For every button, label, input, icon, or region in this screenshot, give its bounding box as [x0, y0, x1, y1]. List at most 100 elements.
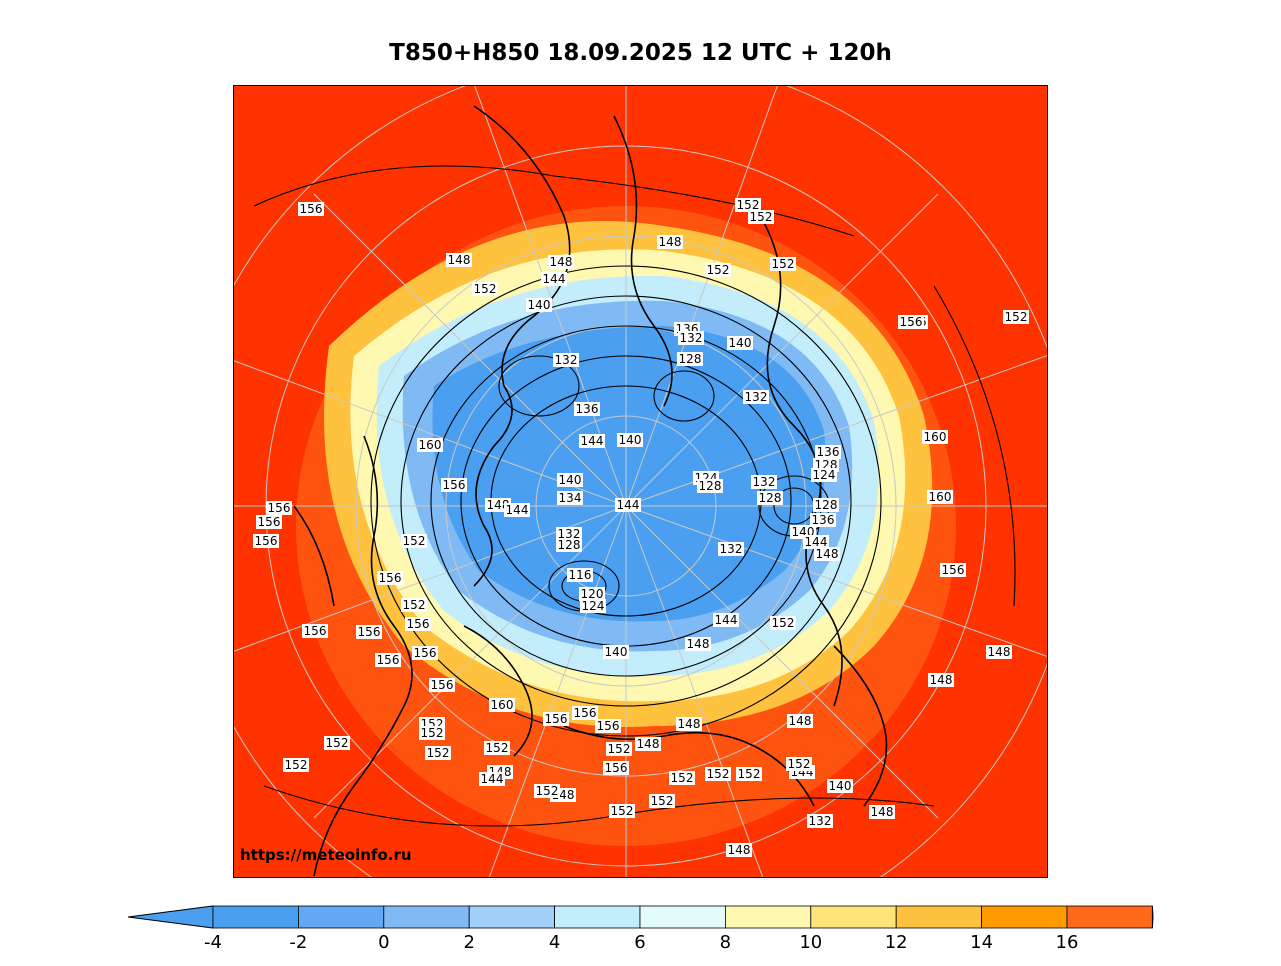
- height-label-text: 152: [788, 757, 811, 771]
- height-label-box: [869, 805, 895, 819]
- height-label: 140: [603, 645, 629, 659]
- height-label-box: [757, 491, 783, 505]
- height-label-text: 152: [671, 771, 694, 785]
- colorbar-segment: [383, 905, 470, 929]
- height-label-text: 140: [528, 298, 551, 312]
- height-label-box: [603, 761, 629, 775]
- height-label: 132: [807, 814, 833, 828]
- height-label-box: [429, 678, 455, 692]
- height-label: 136: [810, 513, 836, 527]
- height-label: 152: [735, 198, 761, 212]
- height-label: 144: [504, 503, 530, 517]
- height-label: 128: [813, 498, 839, 512]
- height-label-box: [685, 637, 711, 651]
- colorbar-tick-label: 2: [463, 932, 474, 953]
- height-label: 128: [757, 491, 783, 505]
- height-label-text: 124: [582, 599, 605, 613]
- height-label-text: 128: [699, 479, 722, 493]
- height-label-text: 148: [988, 645, 1011, 659]
- height-label: 120: [579, 587, 605, 601]
- colorbar-tick-label: 14: [970, 932, 993, 953]
- height-label: 132: [556, 527, 582, 541]
- height-label: 152: [748, 210, 774, 224]
- height-label-text: 144: [506, 503, 529, 517]
- height-label-text: 156: [545, 712, 568, 726]
- colorbar-segment: [810, 905, 897, 929]
- colorbar-tick-label: 0: [378, 932, 389, 953]
- height-label-box: [541, 272, 567, 286]
- height-label-box: [526, 298, 552, 312]
- height-label: 156: [595, 719, 621, 733]
- colorbar-segment: [725, 905, 812, 929]
- height-label-box: [743, 390, 769, 404]
- height-label-text: 156: [414, 646, 437, 660]
- colorbar-segment: [212, 905, 299, 929]
- height-label-box: [986, 645, 1012, 659]
- height-label-box: [324, 736, 350, 750]
- height-label-box: [635, 737, 661, 751]
- height-label-text: 144: [617, 498, 640, 512]
- height-label-box: [405, 617, 431, 631]
- colorbar-tick-label: -4: [204, 932, 222, 953]
- height-label-text: 152: [427, 746, 450, 760]
- height-label-text: 132: [809, 814, 832, 828]
- height-label-box: [441, 478, 467, 492]
- height-label-text: 148: [687, 637, 710, 651]
- height-label-text: 128: [679, 352, 702, 366]
- height-label-text: 132: [745, 390, 768, 404]
- height-label-box: [556, 538, 582, 552]
- height-label: 152: [401, 598, 427, 612]
- height-label-text: 134: [559, 491, 582, 505]
- colorbar: -4 -2 0 2 4 6 8 10 12 14 16: [120, 900, 1165, 966]
- height-label-text: 152: [486, 741, 509, 755]
- height-label-text: 148: [816, 547, 839, 561]
- height-label: 156: [253, 534, 279, 548]
- colorbar-under-arrow: [127, 905, 214, 929]
- height-label-box: [446, 253, 472, 267]
- height-label: 144: [541, 272, 567, 286]
- height-label: 132: [743, 390, 769, 404]
- height-label-box: [603, 645, 629, 659]
- colorbar-ticks: -4 -2 0 2 4 6 8 10 12 14 16: [204, 932, 1078, 953]
- height-label: 152: [401, 534, 427, 548]
- height-label-box: [748, 210, 774, 224]
- height-label-text: 128: [815, 498, 838, 512]
- height-label: 152: [425, 746, 451, 760]
- height-label: 152: [534, 784, 560, 798]
- height-label: 156: [603, 761, 629, 775]
- height-label-box: [417, 438, 443, 452]
- height-label-text: 156: [942, 563, 965, 577]
- height-label-box: [548, 255, 574, 269]
- height-label-box: [356, 625, 382, 639]
- height-label-text: 156: [379, 571, 402, 585]
- height-label-text: 152: [707, 767, 730, 781]
- height-label: 148: [814, 547, 840, 561]
- height-label-text: 148: [871, 805, 894, 819]
- height-label-text: 132: [555, 353, 578, 367]
- height-label: 148: [446, 253, 472, 267]
- height-label-box: [606, 742, 632, 756]
- height-label: 152: [669, 771, 695, 785]
- height-label: 132: [751, 475, 777, 489]
- height-label-box: [615, 498, 641, 512]
- height-label-box: [412, 646, 438, 660]
- height-label-text: 120: [581, 587, 604, 601]
- height-label-text: 156: [304, 624, 327, 638]
- height-label: 152: [770, 257, 796, 271]
- height-label: 152: [786, 757, 812, 771]
- height-label-text: 152: [707, 263, 730, 277]
- height-label-box: [676, 717, 702, 731]
- height-label-text: 144: [805, 535, 828, 549]
- colorbar-tick-label: 4: [549, 932, 560, 953]
- height-label-box: [484, 741, 510, 755]
- colorbar-tick-label: 8: [720, 932, 731, 953]
- height-label-box: [266, 501, 292, 515]
- colorbar-tick-label: 12: [885, 932, 908, 953]
- height-label-text: 124: [813, 468, 836, 482]
- height-label-box: [425, 746, 451, 760]
- height-label: 140: [557, 473, 583, 487]
- weather-map: 1561481521481441401481521521521521561521…: [233, 85, 1048, 878]
- height-label: 152: [736, 767, 762, 781]
- height-label-box: [580, 599, 606, 613]
- height-label-box: [375, 653, 401, 667]
